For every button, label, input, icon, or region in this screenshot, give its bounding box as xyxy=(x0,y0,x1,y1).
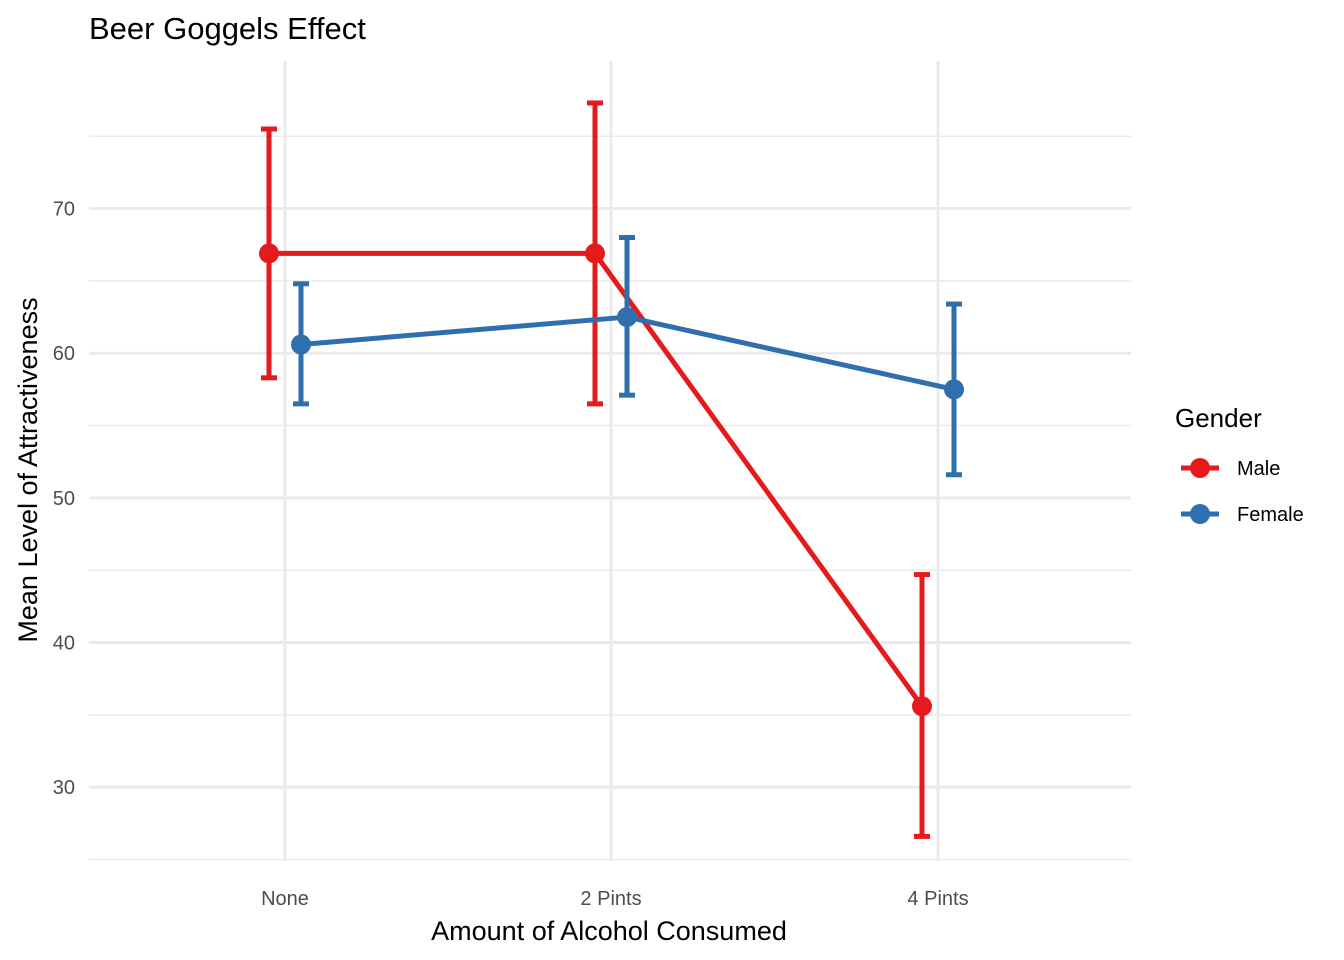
y-tick-label: 40 xyxy=(53,633,75,655)
legend-key-point-male xyxy=(1190,458,1210,478)
y-tick-label: 70 xyxy=(53,199,75,221)
y-tick-label: 50 xyxy=(53,488,75,510)
data-point-male xyxy=(912,696,932,717)
series-layer xyxy=(259,100,964,839)
x-tick-label: 4 Pints xyxy=(907,888,968,910)
grid-layer xyxy=(89,61,1131,861)
data-point-male xyxy=(259,243,279,264)
x-tick-label: None xyxy=(261,888,309,910)
legend-label-female: Female xyxy=(1237,504,1304,526)
x-tick-label: 2 Pints xyxy=(580,888,641,910)
axis-layer: 30 40 50 60 70 None 2 Pints 4 Pints xyxy=(53,199,969,910)
data-point-female xyxy=(617,307,637,328)
legend-title: Gender xyxy=(1175,403,1262,433)
y-tick-label: 30 xyxy=(53,777,75,799)
y-axis-title: Mean Level of Attractiveness xyxy=(13,297,43,642)
legend-label-male: Male xyxy=(1237,458,1280,480)
legend-key-point-female xyxy=(1190,504,1210,524)
data-point-male xyxy=(585,243,605,264)
y-tick-label: 60 xyxy=(53,343,75,365)
legend: Gender Male Female xyxy=(1175,403,1304,526)
data-point-female xyxy=(291,334,311,355)
legend-items: Male Female xyxy=(1181,458,1304,526)
x-axis-title: Amount of Alcohol Consumed xyxy=(431,916,787,946)
chart-title: Beer Goggels Effect xyxy=(89,11,366,46)
data-point-female xyxy=(944,379,964,400)
